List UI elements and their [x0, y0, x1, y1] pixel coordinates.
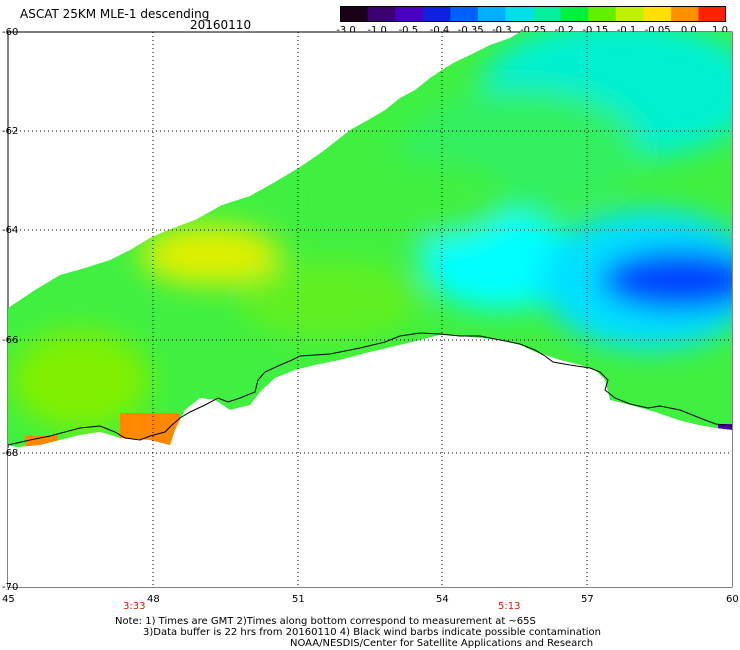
colorbar-segment: [367, 6, 396, 22]
lat-label: -60: [2, 27, 19, 38]
colorbar-label: 0.0: [680, 25, 697, 36]
colorbar-labels: -3.0 -1.0 -0.5 -0.4 -0.35 -0.3 -0.25 -0.…: [336, 25, 728, 39]
field-blob-right-blue: [600, 250, 732, 310]
field-blob-center: [240, 260, 420, 340]
colorbar-label: -0.05: [644, 25, 671, 36]
map-date: 20160110: [190, 18, 252, 32]
note-line: NOAA/NESDIS/Center for Satellite Applica…: [290, 638, 594, 649]
colorbar-segment: [560, 6, 589, 22]
lon-label: 60: [726, 594, 739, 605]
colorbar-label: -0.3: [492, 25, 512, 36]
colorbar-label: -1.0: [367, 25, 387, 36]
lat-label: -62: [2, 126, 19, 137]
colorbar-segment: [533, 6, 562, 22]
colorbar-label: -0.1: [616, 25, 637, 36]
colorbar-segment: [340, 6, 369, 22]
colorbar-segment: [395, 6, 424, 22]
land: [8, 335, 732, 587]
map-title: ASCAT 25KM MLE-1 descending: [20, 7, 210, 21]
lat-label: -70: [2, 582, 19, 593]
colorbar-segment: [477, 6, 507, 22]
lon-label: 45: [2, 594, 15, 605]
lon-label: 51: [292, 594, 305, 605]
colorbar-segment: [670, 6, 700, 22]
time-label: 5:13: [498, 601, 521, 612]
colorbar-label: -0.15: [582, 25, 609, 36]
colorbar: [340, 6, 726, 22]
colorbar-label: -0.25: [520, 25, 546, 36]
colorbar-label: 1.0: [712, 25, 728, 36]
colorbar-segment: [422, 6, 451, 22]
colorbar-label: -0.4: [429, 25, 450, 36]
field-blob-lower-left: [10, 330, 150, 430]
colorbar-segment: [505, 6, 534, 22]
colorbar-segment: [450, 6, 479, 22]
lon-label: 57: [581, 594, 594, 605]
time-label: 3:33: [123, 601, 146, 612]
graticule: [8, 32, 732, 587]
colorbar-label: -0.2: [554, 25, 574, 36]
colorbar-border: [340, 6, 726, 22]
lat-label: -68: [2, 448, 19, 459]
colorbar-label: -0.35: [457, 25, 484, 36]
note-line: Note: 1) Times are GMT 2)Times along bot…: [115, 616, 536, 627]
note-line: 3)Data buffer is 22 hrs from 20160110 4)…: [143, 627, 601, 638]
colorbar-label: -0.5: [398, 25, 419, 36]
lat-label: -66: [2, 335, 19, 346]
lat-label: -64: [2, 225, 19, 236]
coastline: [7, 332, 733, 446]
colorbar-segment: [698, 6, 726, 22]
swath-field: [10, 32, 732, 430]
colorbar-segment: [588, 6, 617, 22]
colorbar-label: -3.0: [336, 25, 356, 36]
lon-label: 48: [147, 594, 160, 605]
colorbar-segment: [615, 6, 644, 22]
colorbar-segment: [643, 6, 672, 22]
field-blob-left-yellow: [140, 225, 280, 285]
field-blob-upper-left: [330, 160, 510, 240]
lon-label: 54: [436, 594, 449, 605]
